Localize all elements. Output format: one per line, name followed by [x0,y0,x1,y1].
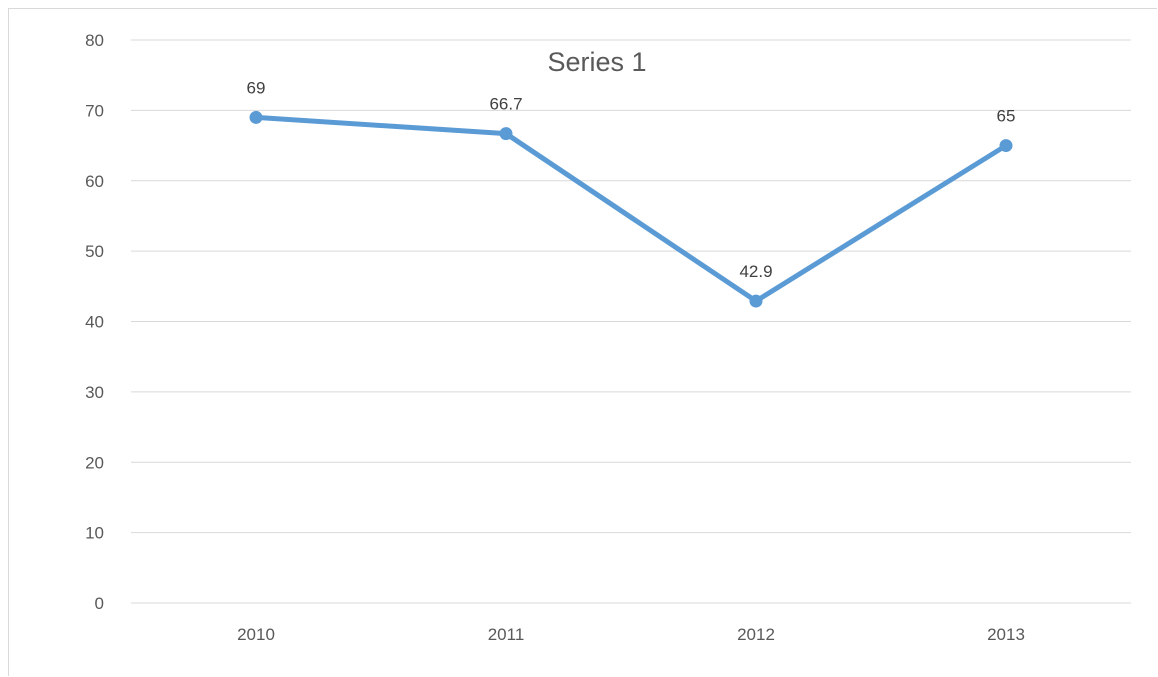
data-point-2011 [499,127,513,141]
y-tick-label-0: 0 [95,594,104,613]
data-label-2010: 69 [247,78,266,97]
data-point-2012 [749,294,763,308]
series-line [253,114,1009,304]
series-1 [249,110,1013,308]
y-tick-label-40: 40 [85,313,104,332]
y-tick-label-10: 10 [85,524,104,543]
data-label-2012: 42.9 [739,262,772,281]
y-tick-label-30: 30 [85,383,104,402]
data-point-2010 [249,110,263,124]
y-tick-label-60: 60 [85,172,104,191]
gridlines [131,39,1131,604]
chart-title: Series 1 [547,47,646,77]
y-axis-tick-labels: 0 10 20 30 40 50 60 70 80 [85,31,104,613]
x-tick-label-2010: 2010 [237,625,275,644]
x-tick-label-2011: 2011 [488,625,525,644]
y-tick-label-20: 20 [85,453,104,472]
y-tick-label-80: 80 [85,31,104,50]
y-tick-label-50: 50 [85,242,104,261]
data-label-2011: 66.7 [489,95,522,114]
x-tick-label-2013: 2013 [987,625,1025,644]
x-axis-tick-labels: 2010 2011 2012 2013 [237,625,1025,644]
x-tick-label-2012: 2012 [737,625,775,644]
data-label-2013: 65 [997,107,1016,126]
data-labels: 69 66.7 42.9 65 [247,78,1016,281]
y-tick-label-70: 70 [85,101,104,120]
data-point-2013 [999,139,1013,153]
chart-frame [8,8,1157,676]
